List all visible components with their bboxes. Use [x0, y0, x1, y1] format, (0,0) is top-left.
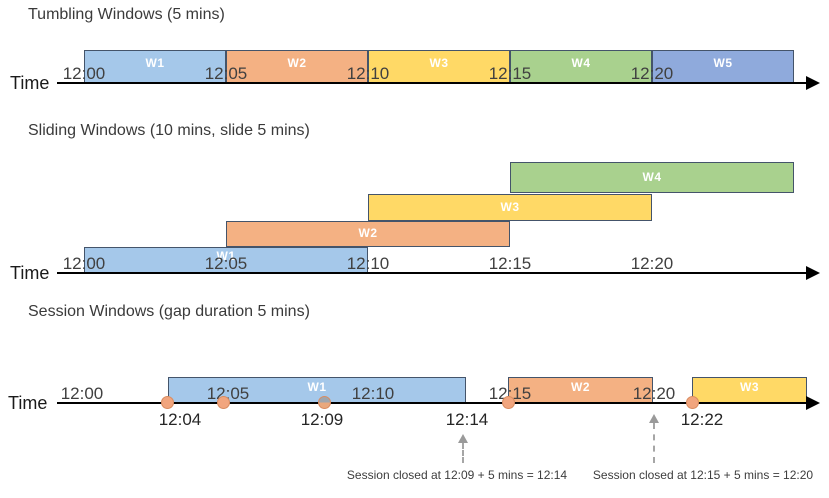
window-label: W3: [740, 380, 759, 394]
window-label: W5: [713, 56, 733, 70]
session-title: Session Windows (gap duration 5 mins): [28, 303, 310, 320]
tumbling-axis-label: Time: [10, 73, 50, 93]
sliding-axis-label: Time: [10, 263, 50, 283]
session-closed-annotation-1: Session closed at 12:09 + 5 mins = 12:14: [346, 468, 568, 482]
sliding-tick-1220: 12:20: [630, 254, 674, 273]
tumbling-window-w4: W4: [510, 50, 652, 84]
window-label: W3: [429, 56, 449, 70]
arrow-up-icon: [649, 414, 659, 423]
session-window-w2: W2: [508, 377, 653, 404]
event-dot: [318, 396, 331, 409]
event-dot: [502, 396, 515, 409]
tumbling-tick-1215: 12:15: [488, 64, 532, 83]
session-tick-1220: 12:20: [632, 384, 676, 403]
annotation-arrow-line: [653, 423, 655, 463]
sliding-window-w4: W4: [510, 162, 794, 193]
window-label: W4: [571, 56, 591, 70]
sliding-window-w3: W3: [368, 194, 652, 221]
tumbling-tick-1200: 12:00: [62, 64, 106, 83]
sliding-window-w1: W1: [84, 247, 368, 274]
window-label: W3: [500, 200, 520, 214]
annotation-arrow-line: [462, 443, 464, 463]
event-dot: [217, 396, 230, 409]
session-tick-1210: 12:10: [351, 384, 395, 403]
arrow-right-icon: [806, 76, 820, 90]
tumbling-title: Tumbling Windows (5 mins): [28, 6, 225, 23]
tumbling-window-w5: W5: [652, 50, 794, 84]
sliding-tick-1205: 12:05: [204, 254, 248, 273]
window-label: W1: [216, 249, 236, 263]
tumbling-window-w2: W2: [226, 50, 368, 84]
window-label: W1: [145, 56, 165, 70]
arrow-right-icon: [806, 266, 820, 280]
arrow-up-icon: [458, 434, 468, 443]
session-closed-annotation-2: Session closed at 12:15 + 5 mins = 12:20: [592, 468, 814, 482]
session-time-axis: [57, 402, 806, 404]
event-dot: [161, 396, 174, 409]
window-label: W1: [307, 380, 327, 394]
session-axis-label: Time: [8, 393, 48, 413]
sliding-tick-1215: 12:15: [488, 254, 532, 273]
tumbling-tick-1220: 12:20: [630, 64, 674, 83]
session-window-w3: W3: [692, 377, 807, 404]
event-time-1209: 12:09: [300, 410, 344, 429]
close-time-1214: 12:14: [445, 410, 489, 429]
event-time-1222: 12:22: [680, 410, 724, 429]
tumbling-tick-1205: 12:05: [204, 64, 248, 83]
event-dot: [686, 396, 699, 409]
sliding-tick-1200: 12:00: [62, 254, 106, 273]
session-tick-1200: 12:00: [60, 384, 104, 403]
window-label: W2: [358, 226, 378, 240]
tumbling-tick-1210: 12:10: [346, 64, 390, 83]
sliding-window-w2: W2: [226, 221, 510, 247]
window-label: W2: [571, 380, 590, 394]
sliding-title: Sliding Windows (10 mins, slide 5 mins): [28, 122, 310, 139]
arrow-right-icon: [806, 396, 820, 410]
session-tick-1215: 12:15: [488, 384, 532, 403]
window-label: W4: [642, 170, 662, 184]
sliding-tick-1210: 12:10: [346, 254, 390, 273]
event-time-1204: 12:04: [158, 410, 202, 429]
window-label: W2: [287, 56, 307, 70]
tumbling-time-axis: [57, 82, 806, 84]
sliding-time-axis: [57, 272, 806, 274]
